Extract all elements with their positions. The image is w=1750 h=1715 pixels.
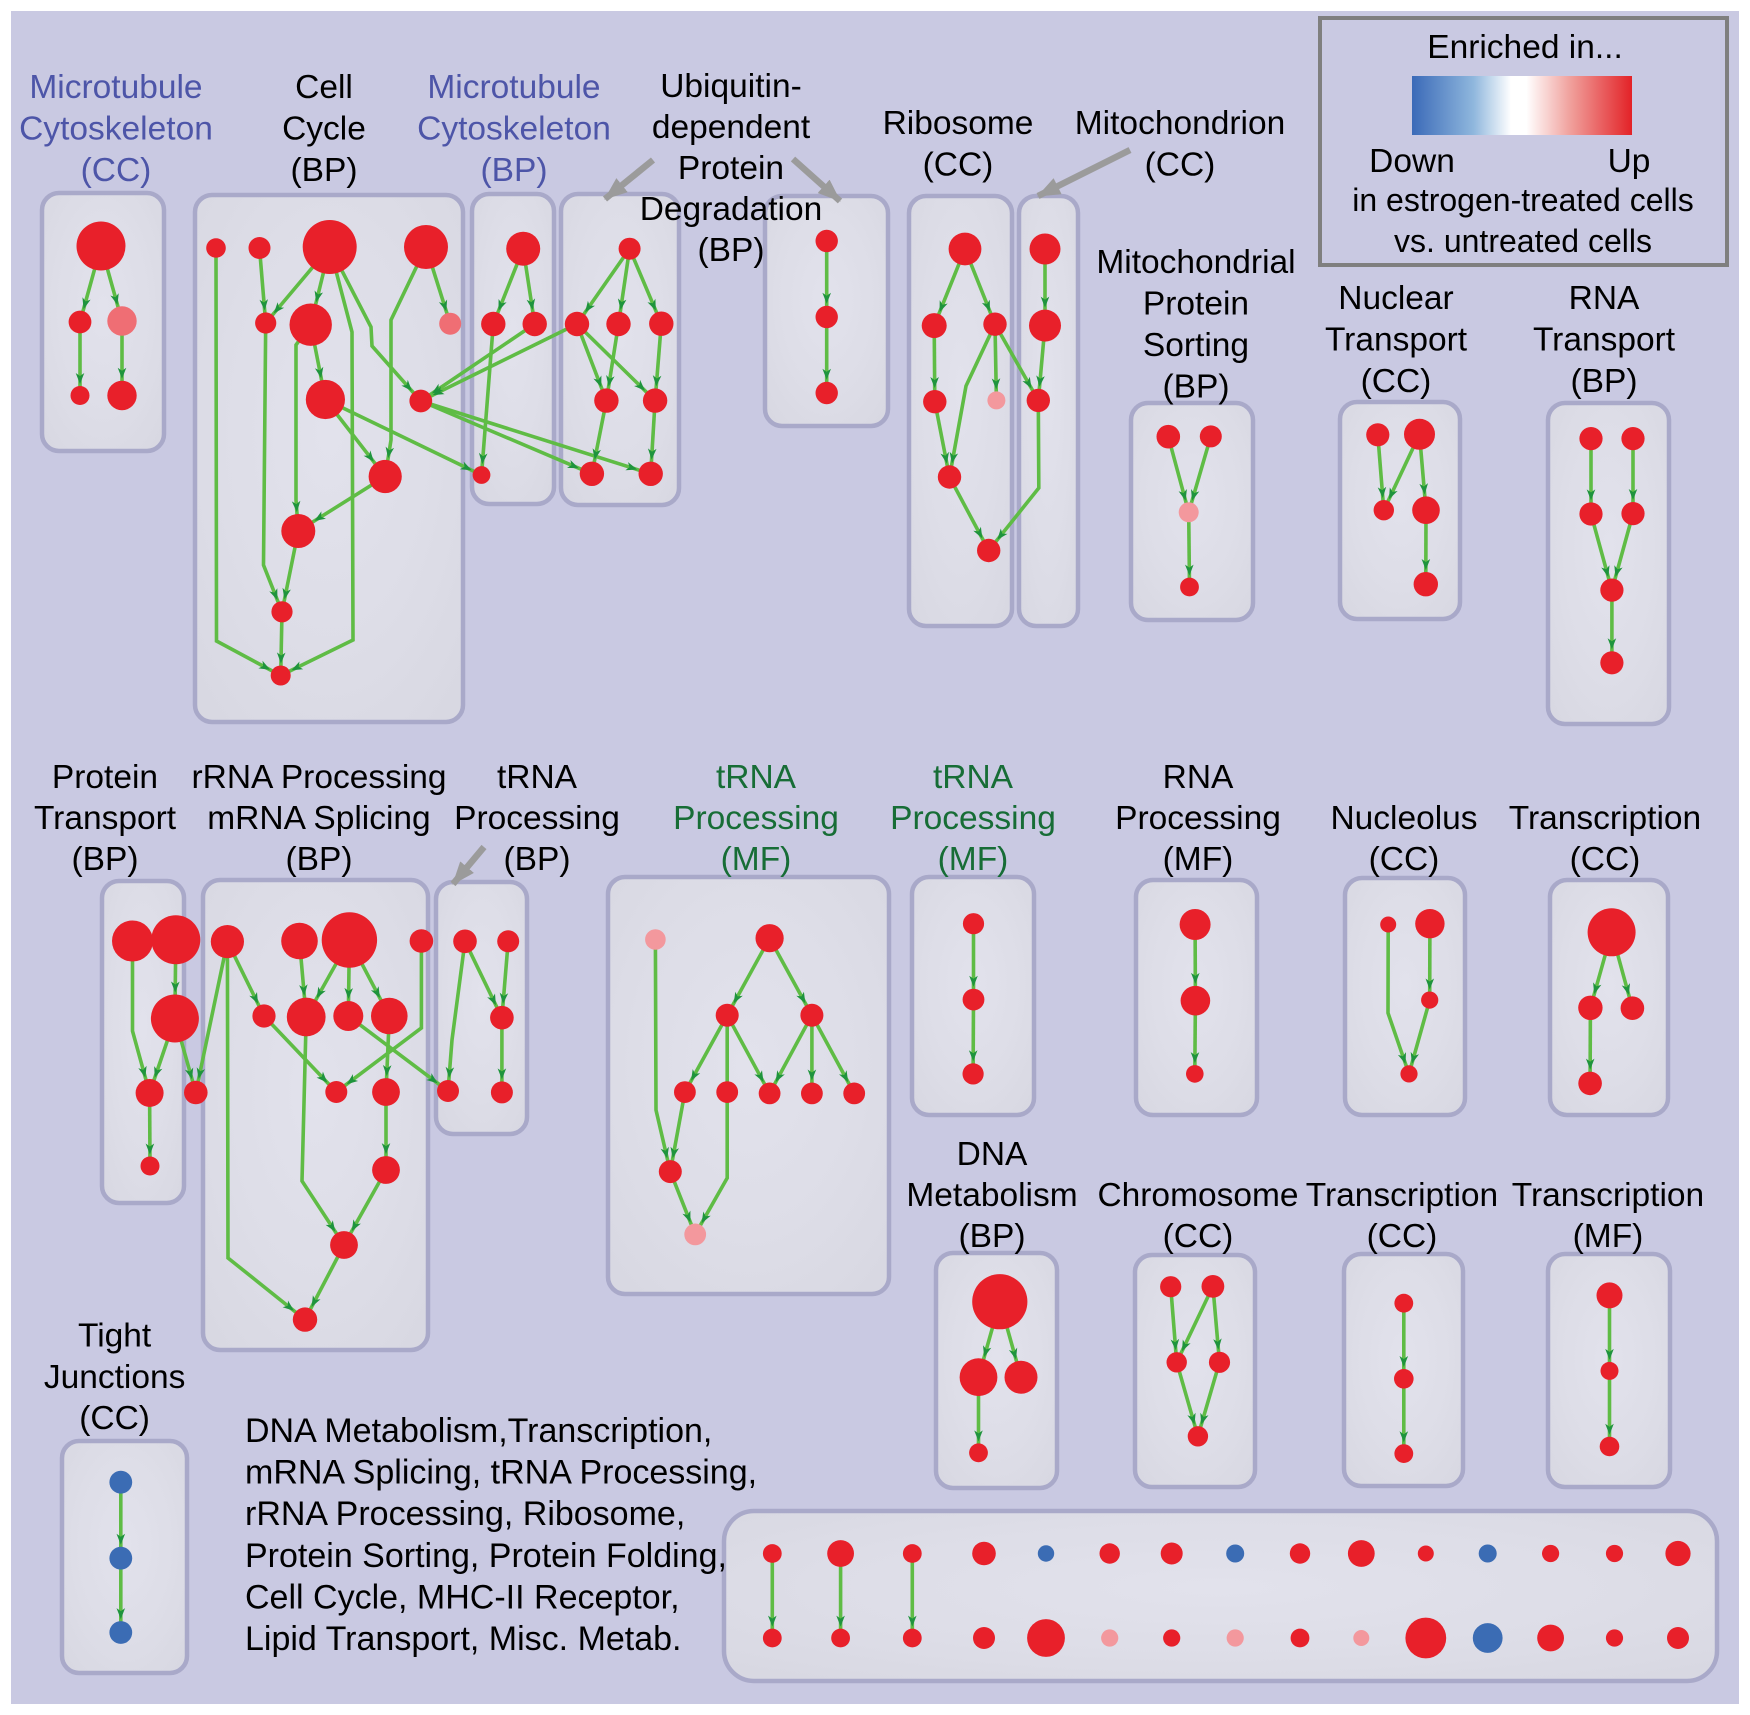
svg-text:RNA: RNA bbox=[1569, 280, 1640, 317]
svg-text:Nuclear: Nuclear bbox=[1338, 280, 1453, 317]
svg-text:Transport: Transport bbox=[1533, 322, 1676, 359]
svg-text:DNA Metabolism,Transcription,: DNA Metabolism,Transcription, bbox=[245, 1412, 712, 1450]
svg-text:(CC): (CC) bbox=[81, 152, 152, 189]
svg-text:(BP): (BP) bbox=[1163, 369, 1230, 406]
svg-text:(CC): (CC) bbox=[1163, 1218, 1234, 1255]
svg-text:(BP): (BP) bbox=[72, 841, 139, 878]
svg-text:Nucleolus: Nucleolus bbox=[1330, 800, 1477, 837]
svg-text:rRNA Processing: rRNA Processing bbox=[191, 759, 446, 796]
svg-text:(MF): (MF) bbox=[1163, 841, 1234, 878]
svg-text:(BP): (BP) bbox=[291, 152, 358, 189]
svg-text:Chromosome: Chromosome bbox=[1097, 1177, 1298, 1214]
svg-text:tRNA: tRNA bbox=[933, 759, 1014, 796]
svg-text:Transcription: Transcription bbox=[1509, 800, 1701, 837]
svg-text:Junctions: Junctions bbox=[44, 1359, 186, 1396]
svg-text:Protein: Protein bbox=[678, 150, 784, 187]
svg-text:Cell: Cell bbox=[295, 69, 353, 106]
svg-text:(CC): (CC) bbox=[1361, 363, 1432, 400]
svg-text:Protein: Protein bbox=[52, 759, 158, 796]
svg-text:Protein: Protein bbox=[1143, 286, 1249, 323]
svg-text:RNA: RNA bbox=[1163, 759, 1234, 796]
svg-text:Transcription: Transcription bbox=[1306, 1177, 1498, 1214]
svg-text:Cytoskeleton: Cytoskeleton bbox=[19, 111, 213, 148]
svg-text:(CC): (CC) bbox=[923, 147, 994, 184]
svg-text:mRNA Splicing, tRNA Processing: mRNA Splicing, tRNA Processing, bbox=[245, 1454, 757, 1492]
svg-text:Sorting: Sorting bbox=[1143, 327, 1249, 364]
svg-text:(CC): (CC) bbox=[1570, 841, 1641, 878]
svg-text:(BP): (BP) bbox=[504, 841, 571, 878]
svg-text:(BP): (BP) bbox=[286, 841, 353, 878]
svg-text:Transport: Transport bbox=[1325, 322, 1468, 359]
svg-text:Metabolism: Metabolism bbox=[906, 1177, 1077, 1214]
svg-text:Microtubule: Microtubule bbox=[29, 69, 202, 106]
svg-text:Mitochondrion: Mitochondrion bbox=[1075, 105, 1285, 142]
svg-text:Cytoskeleton: Cytoskeleton bbox=[417, 111, 611, 148]
svg-text:(BP): (BP) bbox=[959, 1218, 1026, 1255]
svg-text:Down: Down bbox=[1369, 143, 1455, 180]
svg-text:(CC): (CC) bbox=[1145, 147, 1216, 184]
svg-text:(BP): (BP) bbox=[1571, 363, 1638, 400]
svg-text:Mitochondrial: Mitochondrial bbox=[1096, 244, 1295, 281]
svg-text:rRNA Processing, Ribosome,: rRNA Processing, Ribosome, bbox=[245, 1495, 685, 1533]
svg-text:Up: Up bbox=[1608, 143, 1651, 180]
svg-text:Degradation: Degradation bbox=[640, 191, 823, 228]
svg-text:(CC): (CC) bbox=[79, 1400, 150, 1437]
svg-text:(MF): (MF) bbox=[1573, 1218, 1644, 1255]
svg-text:Enriched in...: Enriched in... bbox=[1427, 29, 1623, 66]
svg-text:Processing: Processing bbox=[454, 800, 620, 837]
svg-text:(BP): (BP) bbox=[698, 232, 765, 269]
svg-text:tRNA: tRNA bbox=[497, 759, 578, 796]
svg-text:Processing: Processing bbox=[1115, 800, 1281, 837]
svg-text:Transcription: Transcription bbox=[1512, 1177, 1704, 1214]
svg-text:Microtubule: Microtubule bbox=[427, 69, 600, 106]
svg-text:Cell Cycle, MHC-II Receptor,: Cell Cycle, MHC-II Receptor, bbox=[245, 1578, 680, 1616]
svg-text:tRNA: tRNA bbox=[716, 759, 797, 796]
svg-text:Transport: Transport bbox=[34, 800, 177, 837]
svg-text:(MF): (MF) bbox=[721, 841, 792, 878]
svg-text:(MF): (MF) bbox=[938, 841, 1009, 878]
svg-text:Processing: Processing bbox=[673, 800, 839, 837]
svg-text:(CC): (CC) bbox=[1367, 1218, 1438, 1255]
svg-text:mRNA Splicing: mRNA Splicing bbox=[207, 800, 430, 837]
svg-text:Tight: Tight bbox=[78, 1317, 152, 1354]
svg-text:Processing: Processing bbox=[890, 800, 1056, 837]
svg-text:Protein Sorting, Protein Foldi: Protein Sorting, Protein Folding, bbox=[245, 1537, 727, 1575]
svg-text:Lipid Transport, Misc. Metab.: Lipid Transport, Misc. Metab. bbox=[245, 1620, 682, 1658]
svg-text:Ubiquitin-: Ubiquitin- bbox=[660, 68, 802, 105]
svg-text:Cycle: Cycle bbox=[282, 111, 366, 148]
svg-text:in estrogen-treated cells: in estrogen-treated cells bbox=[1352, 182, 1694, 218]
svg-text:DNA: DNA bbox=[957, 1136, 1028, 1173]
svg-text:(CC): (CC) bbox=[1369, 841, 1440, 878]
svg-text:dependent: dependent bbox=[652, 109, 811, 146]
svg-text:Ribosome: Ribosome bbox=[883, 105, 1034, 142]
svg-text:(BP): (BP) bbox=[481, 152, 548, 189]
svg-text:vs. untreated cells: vs. untreated cells bbox=[1394, 223, 1652, 259]
